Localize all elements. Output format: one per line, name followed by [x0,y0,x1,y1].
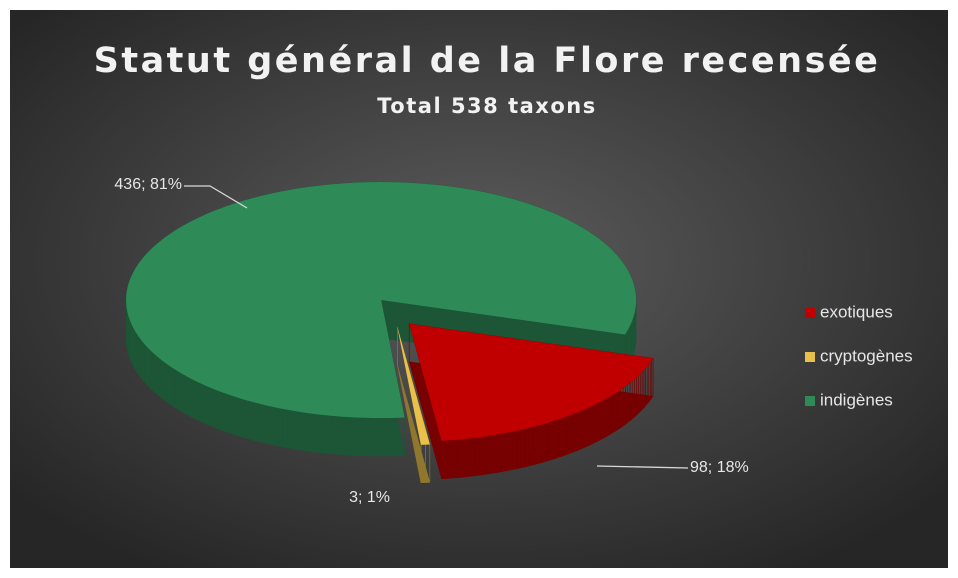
slice-top [397,327,430,445]
legend-marker [805,352,815,362]
chart-subtitle: Total 538 taxons [377,94,596,118]
data-label: 98; 18% [690,459,749,476]
pie-slice [397,327,431,484]
legend-marker [805,308,815,318]
pie-slice [408,323,654,480]
leader-line [184,185,248,209]
data-label: 3; 1% [349,489,390,506]
data-label: 436; 81% [114,176,182,193]
leader-line [596,465,689,469]
chart-title: Statut général de la Flore recensée [94,41,881,81]
slice-top [409,323,654,441]
legend-label: indigènes [820,390,893,409]
pie-slice [125,181,637,457]
legend-label: cryptogènes [820,346,913,365]
slice-top [126,182,637,419]
legend-label: exotiques [820,302,893,321]
legend-marker [805,396,815,406]
pie [125,181,654,484]
